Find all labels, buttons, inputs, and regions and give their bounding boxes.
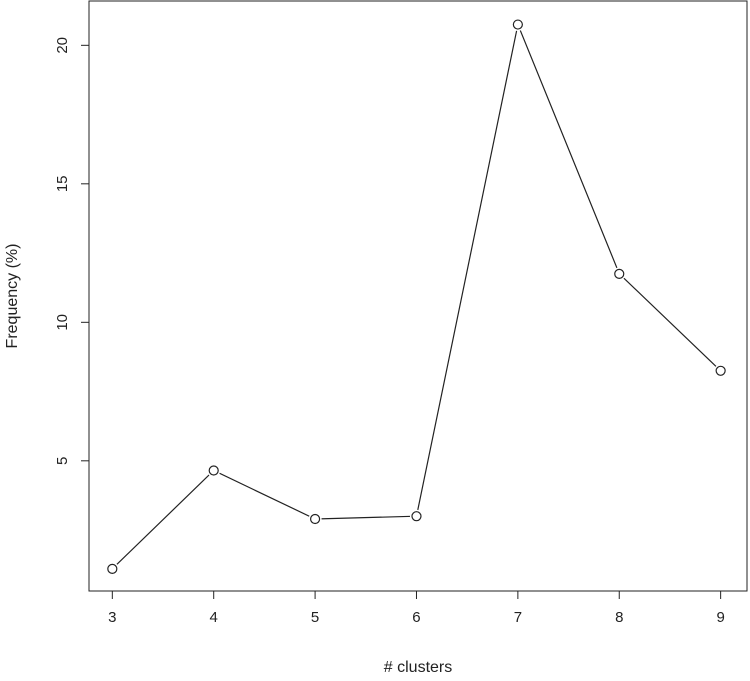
y-tick-label: 15 (54, 175, 71, 192)
x-tick-label: 8 (615, 609, 623, 626)
data-points (105, 18, 728, 576)
data-point (309, 513, 321, 525)
data-point (715, 365, 726, 376)
y-tick-label: 20 (54, 37, 71, 54)
data-point (107, 563, 118, 574)
x-tick-label: 6 (412, 609, 420, 626)
y-axis-title: Frequency (%) (4, 244, 21, 349)
x-tick-label: 7 (514, 609, 522, 626)
data-point (411, 511, 422, 522)
plot-frame (88, 0, 748, 592)
y-tick-label: 5 (54, 457, 71, 465)
data-point (614, 268, 625, 279)
x-tick-label: 3 (108, 609, 116, 626)
data-point (208, 465, 219, 476)
y-tick-label: 10 (54, 314, 71, 331)
x-axis-title: # clusters (384, 659, 452, 676)
x-tick-label: 4 (210, 609, 218, 626)
x-tick-label: 5 (311, 609, 319, 626)
x-tick-label: 9 (716, 609, 724, 626)
series-line (111, 22, 722, 570)
y-axis: 5 10 15 20 (54, 37, 89, 465)
x-axis: 3 4 5 6 7 8 9 (108, 591, 725, 626)
data-point (512, 19, 523, 30)
